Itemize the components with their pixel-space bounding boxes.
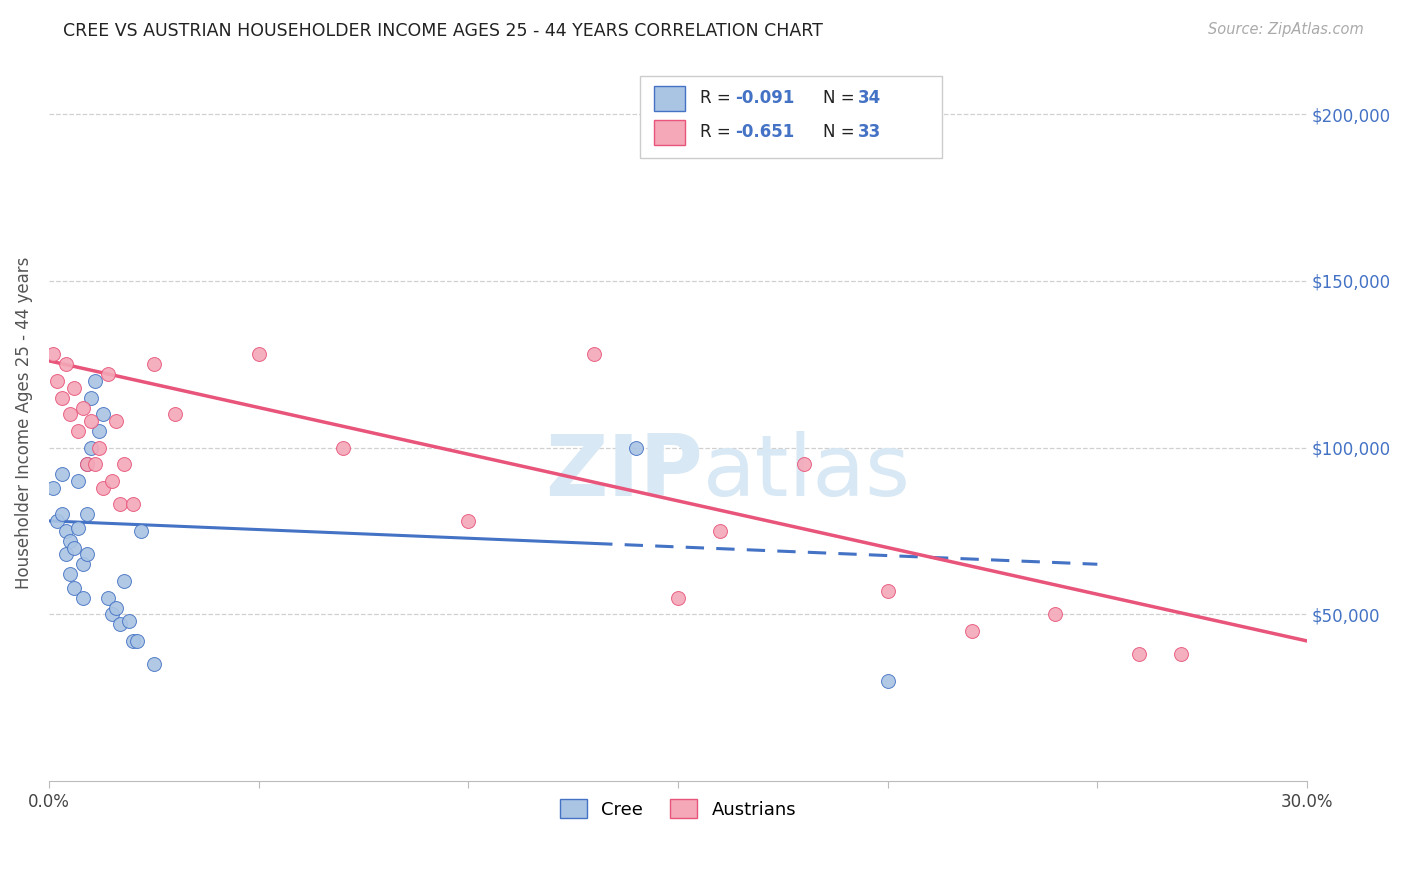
Point xyxy=(1170,647,1192,661)
Point xyxy=(51,507,73,521)
Point xyxy=(129,524,152,538)
Point xyxy=(67,424,90,438)
Point xyxy=(876,583,898,598)
Point xyxy=(793,457,815,471)
Point xyxy=(59,567,82,582)
Point xyxy=(55,357,77,371)
Point xyxy=(76,507,98,521)
Text: -0.651: -0.651 xyxy=(735,123,794,141)
Point xyxy=(142,357,165,371)
Point xyxy=(76,457,98,471)
Point xyxy=(84,374,107,388)
Point xyxy=(1128,647,1150,661)
Point xyxy=(67,474,90,488)
Point xyxy=(114,457,136,471)
Point xyxy=(80,391,103,405)
Point xyxy=(72,401,94,415)
Point xyxy=(247,347,270,361)
Point xyxy=(46,514,69,528)
Point xyxy=(110,497,132,511)
Point xyxy=(72,558,94,572)
Point xyxy=(709,524,731,538)
Point xyxy=(93,407,115,421)
Text: R =: R = xyxy=(700,123,737,141)
Legend: Cree, Austrians: Cree, Austrians xyxy=(553,792,804,826)
Point xyxy=(46,374,69,388)
Point xyxy=(51,467,73,482)
Text: CREE VS AUSTRIAN HOUSEHOLDER INCOME AGES 25 - 44 YEARS CORRELATION CHART: CREE VS AUSTRIAN HOUSEHOLDER INCOME AGES… xyxy=(63,22,823,40)
Point xyxy=(114,574,136,588)
Point xyxy=(72,591,94,605)
Point xyxy=(89,424,111,438)
Point xyxy=(59,533,82,548)
Point xyxy=(960,624,983,638)
Text: 34: 34 xyxy=(858,89,882,107)
Point xyxy=(80,414,103,428)
Point xyxy=(457,514,479,528)
Text: -0.091: -0.091 xyxy=(735,89,794,107)
Point xyxy=(63,380,86,394)
Point xyxy=(97,367,120,381)
Point xyxy=(101,607,124,622)
Point xyxy=(624,441,647,455)
Point xyxy=(163,407,186,421)
Text: N =: N = xyxy=(823,123,859,141)
Point xyxy=(42,481,65,495)
Point xyxy=(51,391,73,405)
Point xyxy=(142,657,165,672)
Point xyxy=(125,634,148,648)
Text: 33: 33 xyxy=(858,123,882,141)
Y-axis label: Householder Income Ages 25 - 44 years: Householder Income Ages 25 - 44 years xyxy=(15,256,32,589)
Point xyxy=(121,497,143,511)
Point xyxy=(583,347,606,361)
Point xyxy=(117,614,139,628)
Point xyxy=(666,591,689,605)
Point xyxy=(63,581,86,595)
Point xyxy=(42,347,65,361)
Point xyxy=(55,524,77,538)
Point xyxy=(63,541,86,555)
Point xyxy=(1045,607,1067,622)
Point xyxy=(121,634,143,648)
Text: ZIP: ZIP xyxy=(546,431,703,514)
Point xyxy=(876,673,898,688)
Text: atlas: atlas xyxy=(703,431,911,514)
Point xyxy=(80,441,103,455)
Point xyxy=(59,407,82,421)
Point xyxy=(55,547,77,561)
Point xyxy=(105,600,128,615)
Point xyxy=(76,547,98,561)
Point xyxy=(76,457,98,471)
Text: R =: R = xyxy=(700,89,737,107)
Text: N =: N = xyxy=(823,89,859,107)
Point xyxy=(97,591,120,605)
Point xyxy=(110,617,132,632)
Point xyxy=(332,441,354,455)
Point xyxy=(84,457,107,471)
Point xyxy=(101,474,124,488)
Point xyxy=(105,414,128,428)
Point xyxy=(93,481,115,495)
Text: Source: ZipAtlas.com: Source: ZipAtlas.com xyxy=(1208,22,1364,37)
Point xyxy=(89,441,111,455)
Point xyxy=(67,520,90,534)
